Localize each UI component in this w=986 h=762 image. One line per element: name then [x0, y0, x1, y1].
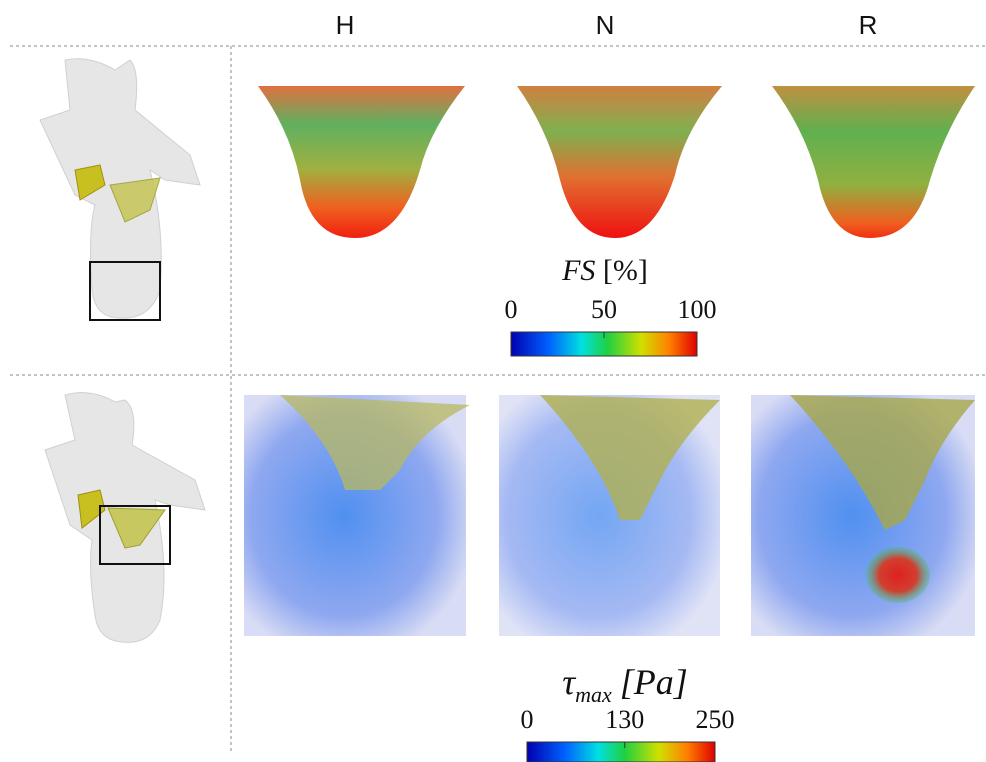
unit: [%] [603, 254, 648, 287]
symbol: FS [561, 254, 595, 287]
fs-rendering [772, 86, 975, 238]
tick-label: 0 [521, 705, 534, 734]
tick-label: 0 [505, 295, 518, 324]
stress-rendering [499, 395, 720, 636]
subscript: max [575, 682, 612, 707]
unit: [Pa] [620, 662, 688, 702]
column-header: R [859, 10, 878, 40]
colorbar [527, 742, 715, 762]
colorbar-label: τmax [Pa] [562, 662, 688, 707]
figure: H N R FS [%] 050100 τmax[Pa] 013025 [0, 0, 986, 762]
stress-rendering [244, 395, 470, 636]
anatomy-thumbnail [40, 59, 200, 320]
tick-label: 50 [591, 295, 617, 324]
anatomy-thumbnail [45, 393, 205, 643]
symbol: τ [562, 662, 576, 702]
fs-rendering [258, 86, 465, 238]
colorbar-label: FS [%] [561, 254, 648, 287]
tick-label: 250 [696, 705, 735, 734]
column-header: N [596, 10, 615, 40]
tick-label: 100 [678, 295, 717, 324]
column-header: H [336, 10, 355, 40]
stress-rendering [751, 395, 975, 636]
fs-rendering [517, 86, 722, 238]
tick-label: 130 [605, 705, 644, 734]
